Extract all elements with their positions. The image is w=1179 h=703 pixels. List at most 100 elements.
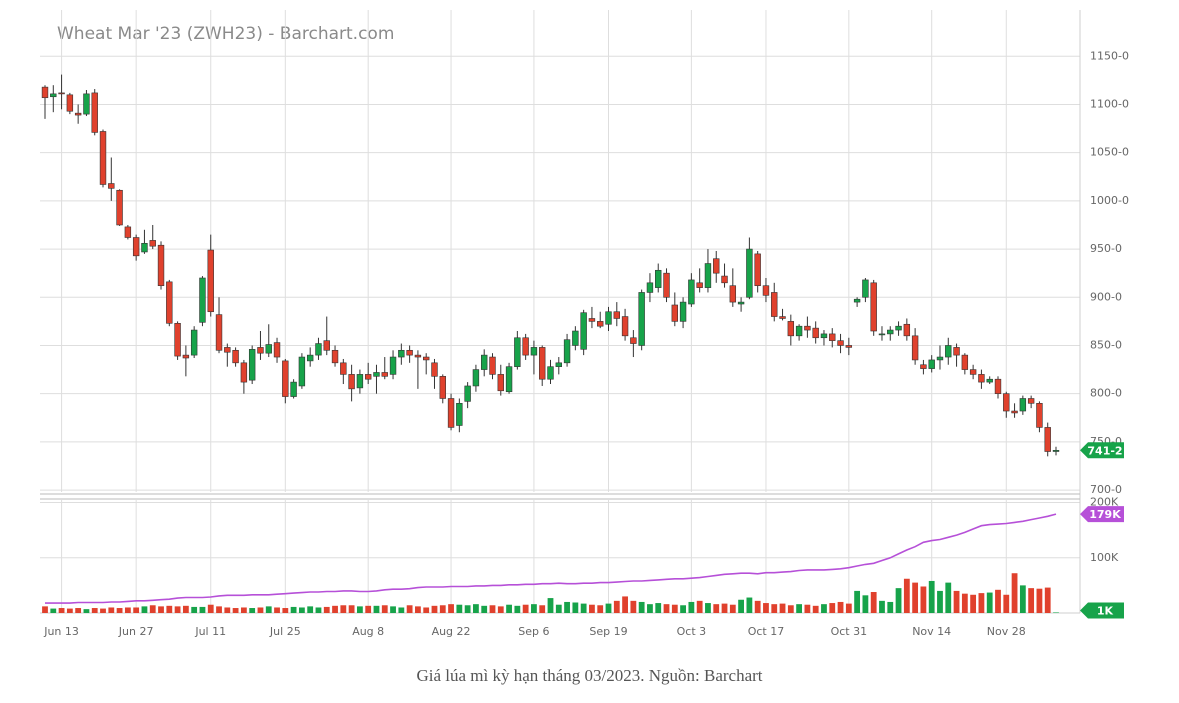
- volume-bar: [249, 608, 256, 613]
- volume-bar: [423, 607, 430, 613]
- candle-body: [530, 347, 538, 356]
- candle-body: [829, 333, 836, 341]
- candle-body: [83, 93, 90, 115]
- candle-body: [696, 282, 703, 288]
- volume-bar: [522, 604, 529, 613]
- volume-bar: [729, 604, 736, 613]
- candle-body: [911, 335, 919, 361]
- volume-bar: [705, 603, 711, 613]
- volume-bar: [158, 606, 164, 613]
- candle-body: [124, 226, 132, 238]
- candle-body: [224, 347, 231, 353]
- volume-bar: [829, 603, 836, 613]
- candle-body: [762, 285, 770, 296]
- volume-bar: [638, 601, 645, 613]
- candle-body: [539, 347, 546, 380]
- plot-area: [40, 10, 1080, 615]
- candle-body: [381, 372, 388, 377]
- candle-body: [547, 366, 554, 380]
- candle-body: [199, 277, 206, 323]
- volume-bar: [473, 604, 479, 613]
- volume-bar: [75, 608, 82, 613]
- candle-body: [232, 349, 239, 364]
- volume-bar: [812, 605, 819, 613]
- volume-bar: [622, 596, 628, 613]
- volume-bar: [66, 608, 73, 613]
- volume-bar: [373, 605, 380, 613]
- x-tick-label: Nov 14: [912, 625, 951, 638]
- volume-bar: [605, 603, 612, 613]
- volume-bar: [398, 607, 405, 613]
- candle-body: [870, 282, 877, 332]
- candle-body: [456, 403, 463, 426]
- volume-bar: [870, 592, 877, 613]
- candle-body: [414, 354, 422, 358]
- volume-bar: [514, 605, 521, 613]
- candle-body: [265, 344, 272, 354]
- x-tick-label: Oct 3: [677, 625, 707, 638]
- volume-tag: [1080, 602, 1124, 619]
- candle-body: [621, 316, 629, 337]
- volume-bar: [91, 608, 98, 613]
- candle-body: [580, 312, 587, 350]
- candle-body: [489, 356, 496, 375]
- open-interest-label: 179K: [1089, 508, 1121, 521]
- y-tick-label: 1150-0: [1090, 49, 1129, 62]
- volume-bar: [174, 606, 181, 613]
- x-tick-label: Jul 11: [194, 625, 226, 638]
- volume-bar: [315, 607, 322, 613]
- candle-body: [215, 314, 223, 351]
- volume-bar: [887, 601, 894, 613]
- volume-bar: [1028, 588, 1035, 613]
- candle-body: [646, 282, 654, 293]
- volume-bar: [1003, 594, 1010, 613]
- volume-bar: [1053, 612, 1059, 613]
- y2-tick-label: 100K: [1090, 551, 1119, 564]
- candle-body: [315, 343, 322, 356]
- candle-body: [207, 249, 214, 313]
- volume-bar: [845, 603, 852, 613]
- volume-bar: [199, 606, 206, 613]
- chart: Wheat Mar '23 (ZWH23) - Barchart.com 700…: [40, 10, 1129, 638]
- caption: Giá lúa mì kỳ hạn tháng 03/2023. Nguồn: …: [416, 666, 763, 685]
- volume-bar: [100, 608, 106, 613]
- candle-body: [50, 93, 57, 98]
- candle-body: [920, 364, 927, 369]
- candle-body: [514, 337, 521, 367]
- volume-bar: [663, 604, 670, 613]
- volume-bar: [415, 606, 421, 613]
- volume-bar: [390, 606, 396, 613]
- volume-bar: [116, 608, 123, 613]
- volume-bar: [464, 605, 471, 613]
- volume-bar: [274, 607, 280, 613]
- volume-bar: [531, 604, 537, 613]
- candle-body: [356, 374, 364, 389]
- volume-bar: [83, 609, 90, 613]
- candle-body: [804, 325, 811, 331]
- volume-bar: [406, 605, 413, 613]
- candle-body: [721, 275, 728, 284]
- candle-body: [306, 354, 314, 362]
- volume-bar: [953, 590, 960, 613]
- candle-body: [704, 263, 712, 288]
- volume-bar: [572, 602, 579, 613]
- candle-body: [630, 337, 637, 344]
- candle-body: [878, 333, 886, 336]
- volume-bar: [257, 607, 264, 613]
- candle-body: [787, 321, 795, 337]
- volume-bar: [796, 604, 803, 613]
- x-tick-label: Oct 17: [748, 625, 785, 638]
- candle-body: [1003, 393, 1010, 412]
- candle-body: [978, 374, 985, 383]
- candle-body: [91, 92, 98, 133]
- candle-body: [298, 356, 306, 387]
- candle-body: [348, 374, 355, 390]
- candle-body: [481, 354, 488, 370]
- volume-bar: [696, 600, 703, 613]
- volume-bar: [133, 607, 140, 613]
- candle-body: [588, 318, 596, 322]
- candle-body: [422, 356, 430, 361]
- open-interest-tag: [1080, 506, 1124, 523]
- volume-bar: [970, 594, 977, 613]
- volume-bar: [821, 604, 827, 613]
